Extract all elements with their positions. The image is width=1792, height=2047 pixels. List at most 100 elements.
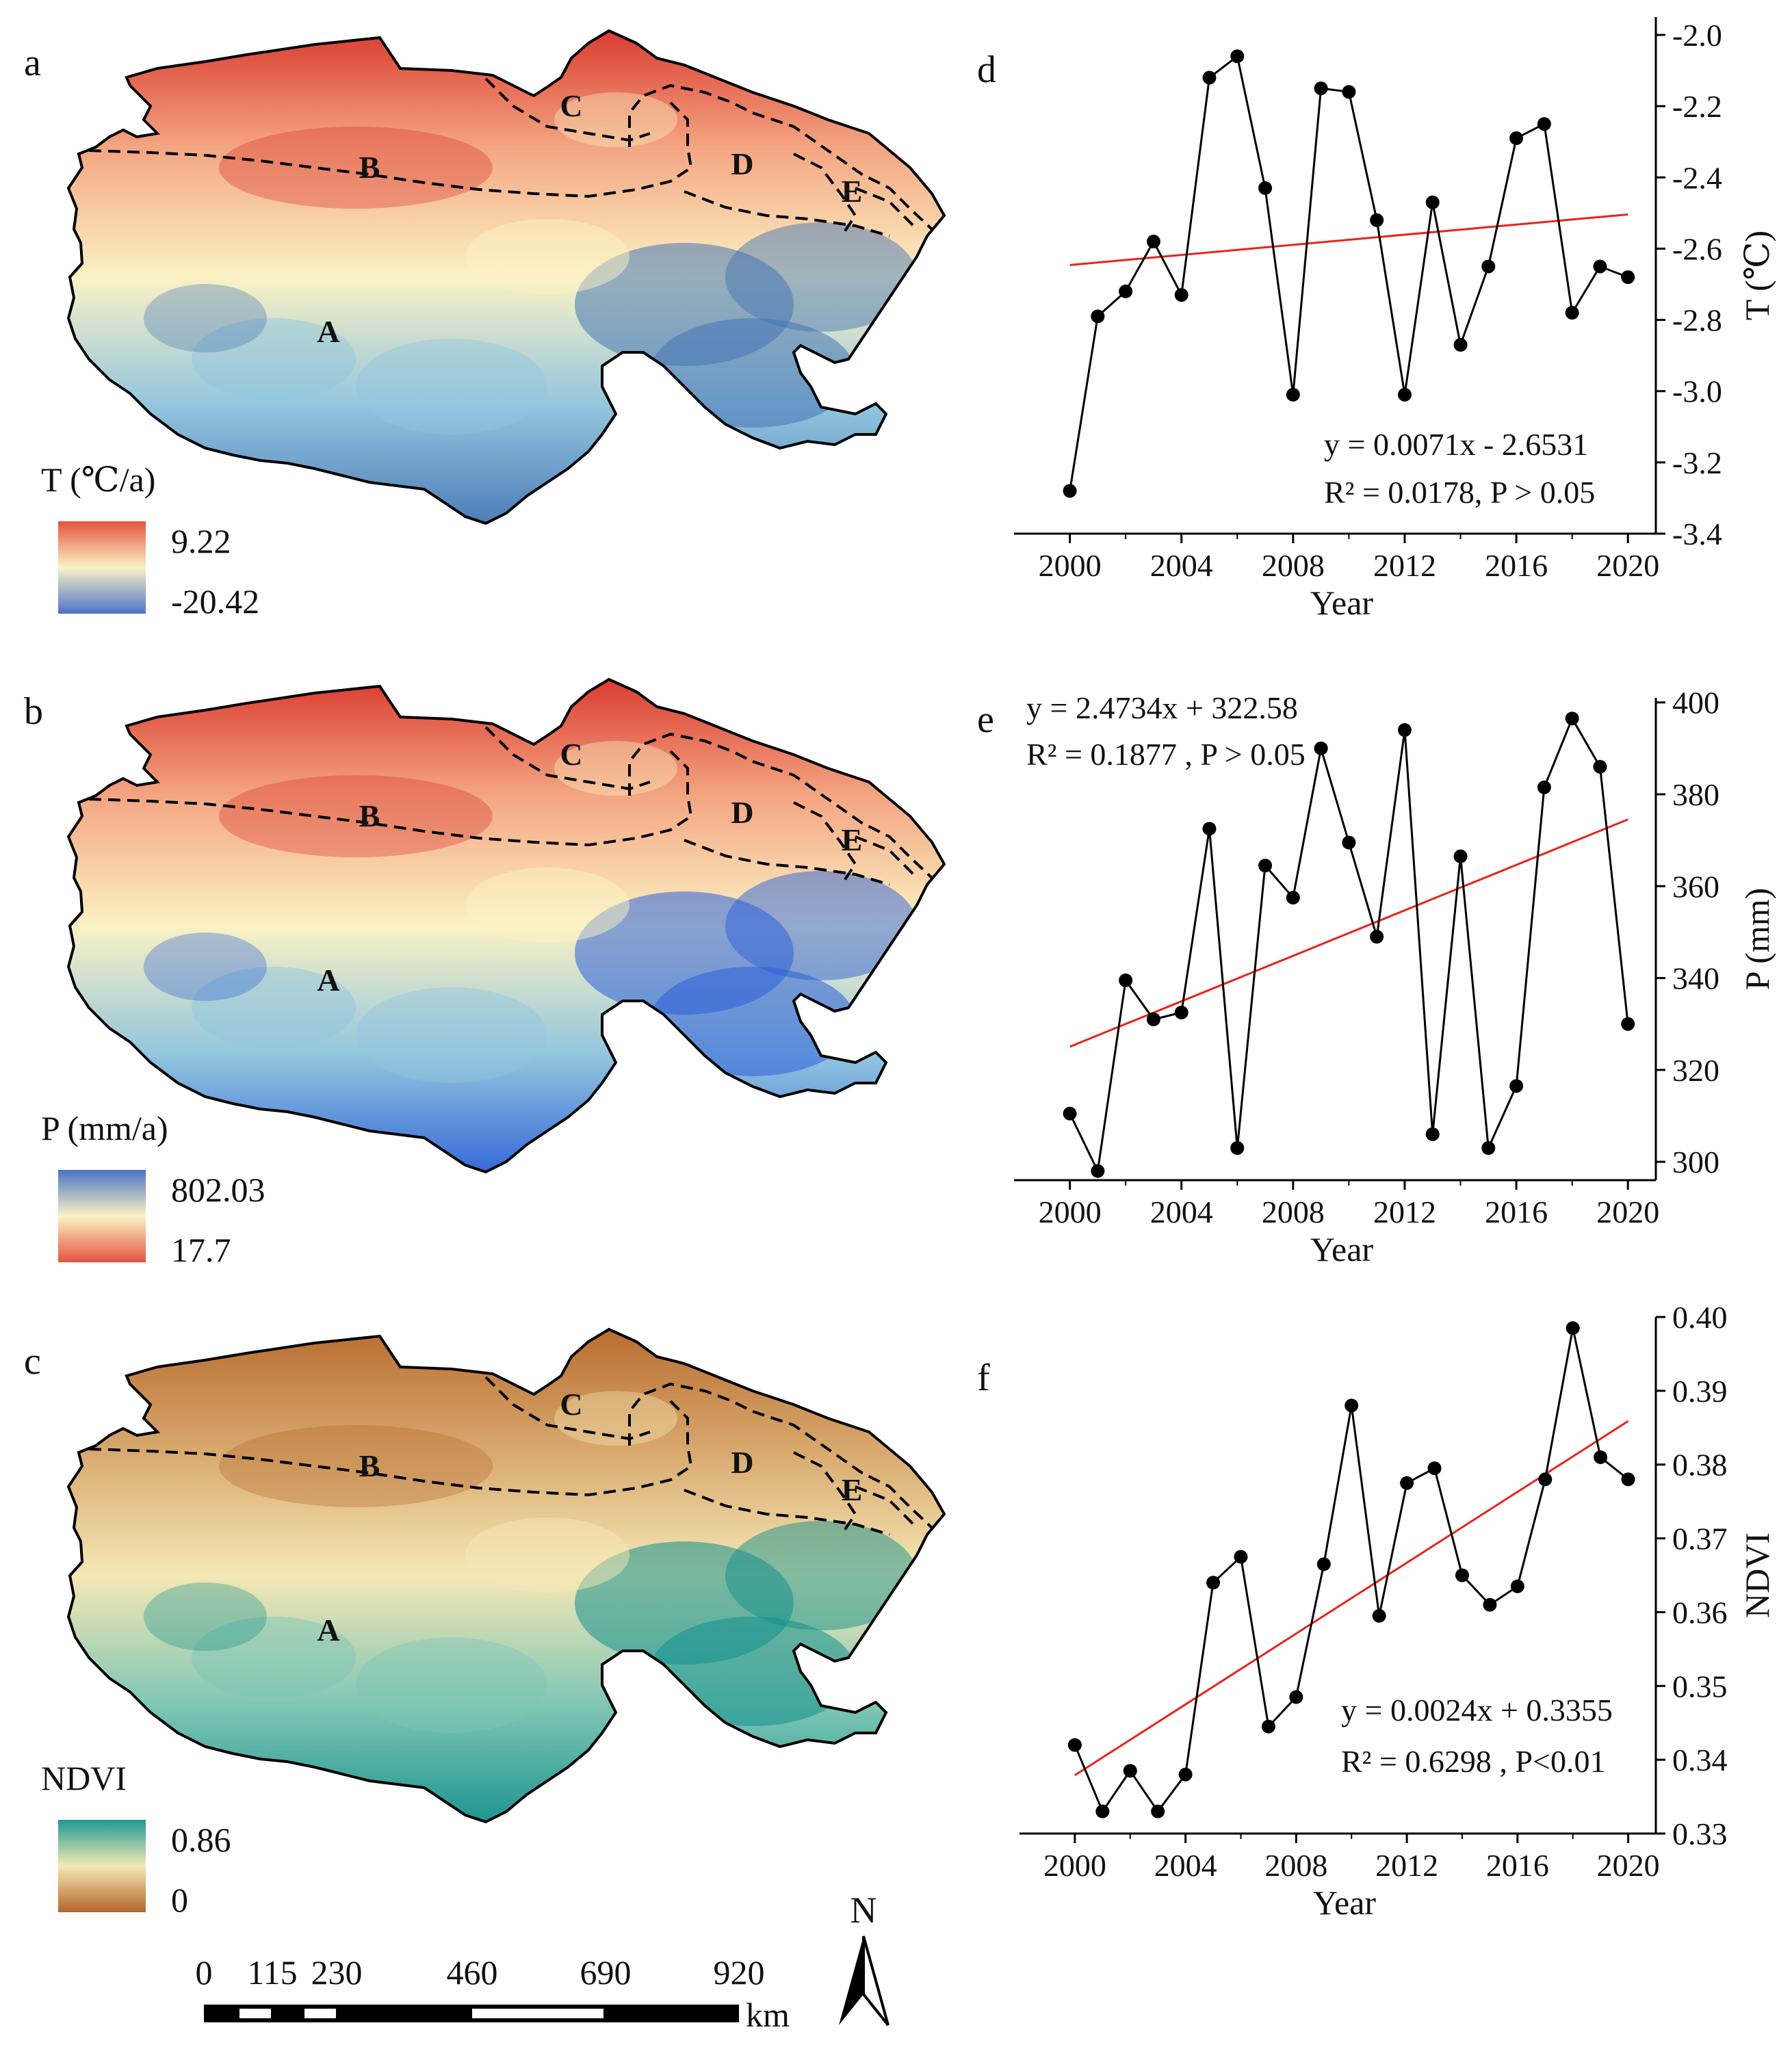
- region-boundary: [628, 83, 933, 237]
- trend-line: [1074, 1420, 1629, 1777]
- y-tick-label: 0.40: [1672, 1300, 1728, 1335]
- x-tick-label: 2012: [1375, 1848, 1438, 1883]
- map-legend: P (mm/a)802.03 17.7: [41, 1109, 265, 1269]
- trend-equation: y = 2.4734x + 322.58: [1026, 690, 1298, 725]
- data-point: [1345, 1398, 1359, 1413]
- scale-label-230: 230: [311, 1953, 363, 1992]
- x-axis-title: Year: [1310, 584, 1373, 622]
- region-label-A: A: [317, 314, 339, 349]
- legend-max-label: 0.86: [171, 1821, 231, 1859]
- data-point: [1425, 195, 1440, 209]
- data-point: [1202, 70, 1217, 85]
- map-texture: [356, 339, 547, 434]
- data-point: [1286, 891, 1300, 905]
- map-texture: [725, 871, 917, 980]
- y-tick-label: -3.4: [1672, 517, 1722, 551]
- data-point: [1509, 1079, 1524, 1093]
- region-boundary: [484, 77, 651, 142]
- x-tick-label: 2020: [1596, 548, 1659, 583]
- y-tick-label: 340: [1672, 961, 1719, 996]
- region-boundary: [793, 1451, 918, 1536]
- x-tick-label: 2004: [1150, 1195, 1213, 1229]
- data-point: [1453, 338, 1468, 352]
- scale-bar-segment: [239, 2009, 271, 2018]
- scale-label-460: 460: [447, 1953, 498, 1992]
- scale-label-115: 115: [247, 1953, 297, 1992]
- map-texture: [650, 1617, 855, 1726]
- data-point: [1565, 306, 1579, 320]
- data-point: [1400, 1476, 1414, 1490]
- x-tick-label: 2012: [1373, 548, 1436, 583]
- region-label-B: B: [359, 1448, 380, 1483]
- data-point: [1289, 1690, 1303, 1704]
- panel-letter-d: d: [977, 49, 996, 91]
- data-point: [1151, 1804, 1165, 1818]
- data-point: [1286, 387, 1300, 402]
- x-tick-label: 2020: [1596, 1195, 1659, 1229]
- data-point: [1063, 484, 1077, 498]
- y-tick-label: 0.33: [1672, 1816, 1728, 1851]
- map-texture: [192, 1617, 356, 1699]
- data-point: [1594, 1450, 1608, 1464]
- y-tick-label: -2.2: [1672, 89, 1722, 124]
- data-point: [1425, 1127, 1440, 1141]
- data-point: [1091, 309, 1105, 324]
- region-boundary: [88, 750, 693, 847]
- map-texture: [219, 1425, 493, 1507]
- data-point: [1258, 859, 1273, 873]
- map-texture: [144, 1582, 267, 1651]
- map-texture: [650, 318, 855, 428]
- map-body: A B C D E: [66, 1327, 946, 1824]
- north-arrow-right-icon: [862, 1935, 889, 2026]
- data-point: [1063, 1106, 1077, 1121]
- scale-bar-frame: [204, 2005, 739, 2022]
- data-point: [1230, 49, 1245, 64]
- data-point: [1621, 1472, 1635, 1487]
- data-point: [1316, 1557, 1331, 1572]
- x-tick-label: 2000: [1039, 1195, 1102, 1229]
- data-point: [1453, 849, 1468, 863]
- x-tick-label: 2016: [1485, 1195, 1548, 1229]
- map-panel-c: c A B C D E NDVI 0.86 0: [24, 1327, 946, 1919]
- map-texture: [219, 775, 493, 857]
- data-point: [1397, 387, 1412, 402]
- y-tick-label: -2.6: [1672, 231, 1722, 266]
- region-boundary: [793, 153, 918, 237]
- data-point: [1565, 712, 1579, 726]
- map-texture: [219, 127, 493, 209]
- panel-letter-b: b: [24, 690, 43, 733]
- region-boundary: [484, 1376, 651, 1441]
- data-point: [1370, 930, 1384, 944]
- data-point: [1091, 1164, 1105, 1178]
- data-point: [1095, 1804, 1110, 1818]
- legend-min-label: 0: [171, 1881, 188, 1919]
- map-body: A B C D E: [66, 677, 946, 1174]
- map-legend: NDVI 0.86 0: [41, 1759, 231, 1919]
- north-label: N: [850, 1890, 877, 1931]
- y-tick-label: 300: [1672, 1145, 1719, 1179]
- x-axis-title: Year: [1313, 1883, 1376, 1922]
- data-point: [1455, 1568, 1469, 1582]
- map-texture: [192, 967, 356, 1049]
- data-point: [1119, 284, 1133, 298]
- x-tick-label: 2020: [1597, 1848, 1660, 1883]
- data-point: [1593, 759, 1607, 774]
- region-label-D: D: [731, 1445, 753, 1480]
- x-tick-label: 2016: [1485, 548, 1548, 583]
- data-point: [1119, 973, 1133, 987]
- r-squared-label: R² = 0.1877 , P > 0.05: [1026, 737, 1306, 772]
- y-tick-label: -3.2: [1672, 445, 1722, 480]
- scale-label-690: 690: [580, 1953, 632, 1992]
- region-label-A: A: [317, 963, 339, 998]
- map-texture: [725, 222, 917, 332]
- y-tick-label: -2.8: [1672, 303, 1722, 338]
- data-point: [1621, 1017, 1635, 1031]
- x-tick-label: 2008: [1264, 1848, 1327, 1883]
- trend-equation: y = 0.0024x + 0.3355: [1341, 1693, 1613, 1727]
- panel-letter-f: f: [977, 1357, 990, 1399]
- scale-bar: 0 115 230 460 690 920 km N: [196, 1890, 889, 2034]
- data-point: [1146, 1013, 1160, 1026]
- data-point: [1538, 1472, 1553, 1487]
- y-axis-title: NDVI: [1738, 1533, 1776, 1618]
- data-point: [1206, 1576, 1221, 1590]
